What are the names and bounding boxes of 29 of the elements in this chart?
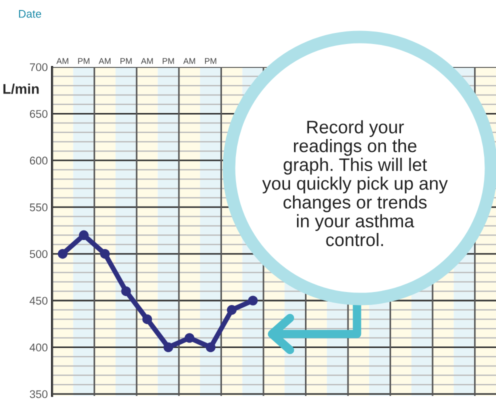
x-tick-label: PM: [120, 58, 132, 64]
x-axis-title: Date: [19, 10, 42, 18]
annotation: Record your readings on the graph. This will let you quickly pick up any changes or trends in your asthma control.: [262, 120, 448, 246]
point: [78, 230, 89, 240]
point: [248, 296, 258, 306]
y-tick-label: 650: [30, 110, 48, 118]
y-axis-title: L/min: [3, 84, 39, 94]
point: [58, 248, 68, 259]
x-tick-label: AM: [56, 58, 68, 64]
x-tick-label: AM: [140, 58, 153, 64]
y-tick-label: 550: [30, 203, 48, 212]
point: [121, 286, 131, 296]
y-tick-label: 700: [30, 63, 48, 72]
y-tick-label: 500: [30, 250, 48, 258]
point: [184, 333, 194, 343]
y-tick-label: 450: [30, 296, 48, 305]
x-tick-label: AM: [98, 58, 110, 64]
point: [163, 342, 174, 352]
point: [142, 314, 152, 324]
x-tick-label: PM: [78, 58, 90, 64]
x-tick-label: PM: [205, 58, 216, 64]
y-tick-label: 400: [30, 344, 48, 352]
y-tick-label: 350: [30, 390, 48, 398]
x-tick-label: AM: [183, 58, 196, 64]
x-tick-label: PM: [162, 58, 174, 64]
y-tick-label: 600: [30, 156, 48, 165]
point: [226, 305, 237, 315]
point: [206, 342, 216, 352]
point: [100, 248, 110, 259]
